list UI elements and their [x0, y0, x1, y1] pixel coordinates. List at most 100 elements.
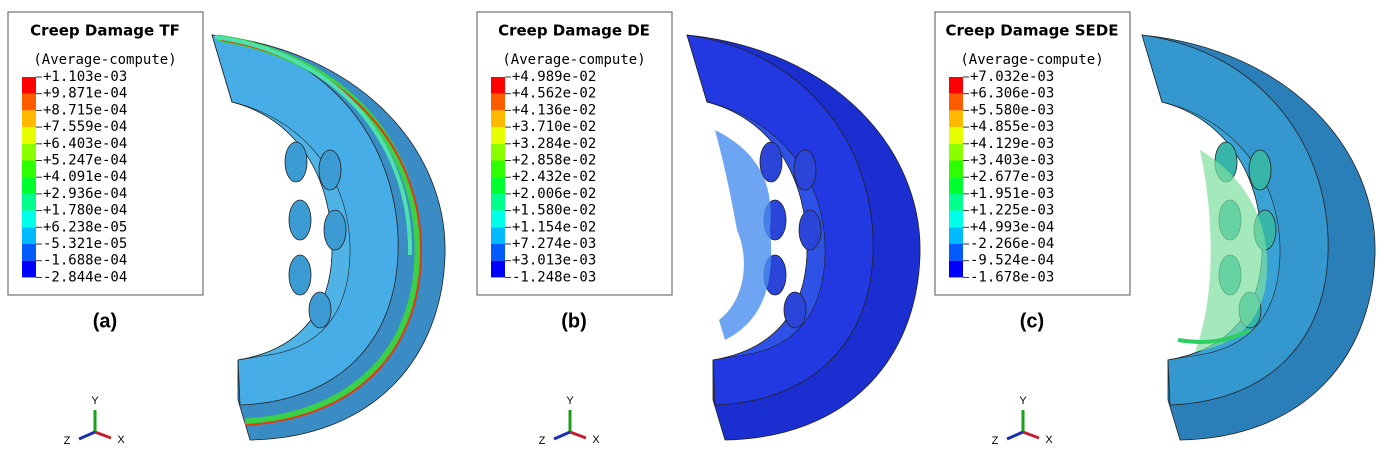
- legend-swatch: [491, 93, 505, 111]
- axis-x: [569, 430, 587, 440]
- model-b: [686, 34, 921, 441]
- legend-label: +3.284e-02: [512, 136, 596, 152]
- legend-swatch: [949, 127, 963, 144]
- legend-label: +1.225e-03: [970, 203, 1054, 219]
- legend-swatch: [22, 127, 36, 144]
- axis-x-label: X: [592, 434, 600, 446]
- legend-swatch: [949, 210, 963, 228]
- legend-label: -1.678e-03: [970, 269, 1054, 285]
- legend-swatch: [22, 210, 36, 228]
- legend-swatch: [491, 244, 505, 261]
- legend-label: -2.844e-04: [43, 269, 127, 285]
- legend-label: +4.136e-02: [512, 102, 596, 118]
- legend-swatch: [491, 127, 505, 144]
- legend-label: +4.989e-02: [512, 69, 596, 85]
- legend: Creep Damage SEDE (Average-compute)+7.032…: [934, 11, 1131, 296]
- legend-swatch: [949, 244, 963, 261]
- legend-label: +9.871e-04: [43, 86, 127, 102]
- legend-swatch: [22, 77, 36, 94]
- legend-swatch: [949, 193, 963, 211]
- legend-swatch: [949, 143, 963, 161]
- legend-swatch: [491, 143, 505, 161]
- legend-swatch: [22, 93, 36, 111]
- legend-label: +2.006e-02: [512, 186, 596, 202]
- axis-x: [94, 430, 112, 440]
- legend-label: -5.321e-05: [43, 236, 127, 252]
- legend-label: +3.403e-03: [970, 153, 1054, 169]
- axis-y-label: Y: [91, 395, 99, 407]
- legend-swatch: [949, 110, 963, 128]
- legend-label: +6.306e-03: [970, 86, 1054, 102]
- legend-swatch: [22, 143, 36, 161]
- axis-z: [78, 430, 96, 441]
- legend-label: +7.274e-03: [512, 236, 596, 252]
- legend-title: Creep Damage TF: [30, 22, 180, 40]
- legend: Creep Damage TF (Average-compute)+1.103e-…: [7, 11, 204, 296]
- legend-swatch: [491, 227, 505, 244]
- axis-y-label: Y: [1019, 395, 1027, 407]
- legend-swatch: [949, 160, 963, 178]
- legend-label: +6.403e-04: [43, 136, 127, 152]
- legend-label: -1.688e-04: [43, 253, 127, 269]
- legend-box: [7, 11, 204, 296]
- legend-box: [476, 11, 673, 296]
- panel-label: (c): [1020, 310, 1044, 332]
- legend-swatch: [491, 210, 505, 228]
- legend-swatch: [491, 260, 505, 278]
- legend-label: +7.032e-03: [970, 69, 1054, 85]
- legend-label: +4.091e-04: [43, 169, 127, 185]
- legend-box: [934, 11, 1131, 296]
- legend-label: +8.715e-04: [43, 102, 127, 118]
- legend-label: +1.103e-03: [43, 69, 127, 85]
- legend-label: +4.562e-02: [512, 86, 596, 102]
- legend-subtitle: (Average-compute): [502, 52, 645, 68]
- legend-label: +6.238e-05: [43, 219, 127, 235]
- axis-x-label: X: [1045, 434, 1053, 446]
- legend-label: +4.855e-03: [970, 119, 1054, 135]
- legend-title: Creep Damage DE: [498, 22, 650, 40]
- legend-swatch: [22, 110, 36, 128]
- legend-swatch: [491, 177, 505, 194]
- legend-swatch: [22, 244, 36, 261]
- axis-z: [1006, 430, 1024, 441]
- legend-label: +5.247e-04: [43, 153, 127, 169]
- legend-label: +5.580e-03: [970, 102, 1054, 118]
- axis-x-label: X: [117, 434, 125, 446]
- legend-label: +3.710e-02: [512, 119, 596, 135]
- panel-label: (a): [93, 310, 117, 332]
- legend-label: +4.129e-03: [970, 136, 1054, 152]
- legend-label: +1.580e-02: [512, 203, 596, 219]
- legend-swatch: [491, 77, 505, 94]
- model-a: [211, 34, 446, 441]
- legend-label: +3.013e-03: [512, 253, 596, 269]
- legend-label: +1.951e-03: [970, 186, 1054, 202]
- legend-swatch: [491, 160, 505, 178]
- legend-swatch: [949, 227, 963, 244]
- axis-triad: Y X Z: [64, 395, 126, 447]
- axis-y-label: Y: [566, 395, 574, 407]
- legend-label: -1.248e-03: [512, 269, 596, 285]
- legend-title: Creep Damage SEDE: [946, 22, 1119, 40]
- legend-label: +2.677e-03: [970, 169, 1054, 185]
- legend: Creep Damage DE (Average-compute)+4.989e-…: [476, 11, 673, 296]
- axis-triad: Y X Z: [992, 395, 1054, 447]
- legend-label: +1.780e-04: [43, 203, 127, 219]
- legend-swatch: [22, 227, 36, 244]
- legend-label: -2.266e-04: [970, 236, 1054, 252]
- legend-label: +7.559e-04: [43, 119, 127, 135]
- axis-z: [553, 430, 571, 441]
- axis-triad: Y X Z: [539, 395, 601, 447]
- axis-z-label: Z: [64, 435, 71, 447]
- legend-subtitle: (Average-compute): [33, 52, 176, 68]
- axis-z-label: Z: [539, 435, 546, 447]
- legend-label: +4.993e-04: [970, 219, 1054, 235]
- legend-swatch: [949, 260, 963, 278]
- legend-swatch: [22, 177, 36, 194]
- legend-swatch: [949, 93, 963, 111]
- legend-label: -9.524e-04: [970, 253, 1054, 269]
- legend-subtitle: (Average-compute): [960, 52, 1103, 68]
- legend-swatch: [491, 193, 505, 211]
- legend-swatch: [22, 260, 36, 278]
- legend-swatch: [949, 77, 963, 94]
